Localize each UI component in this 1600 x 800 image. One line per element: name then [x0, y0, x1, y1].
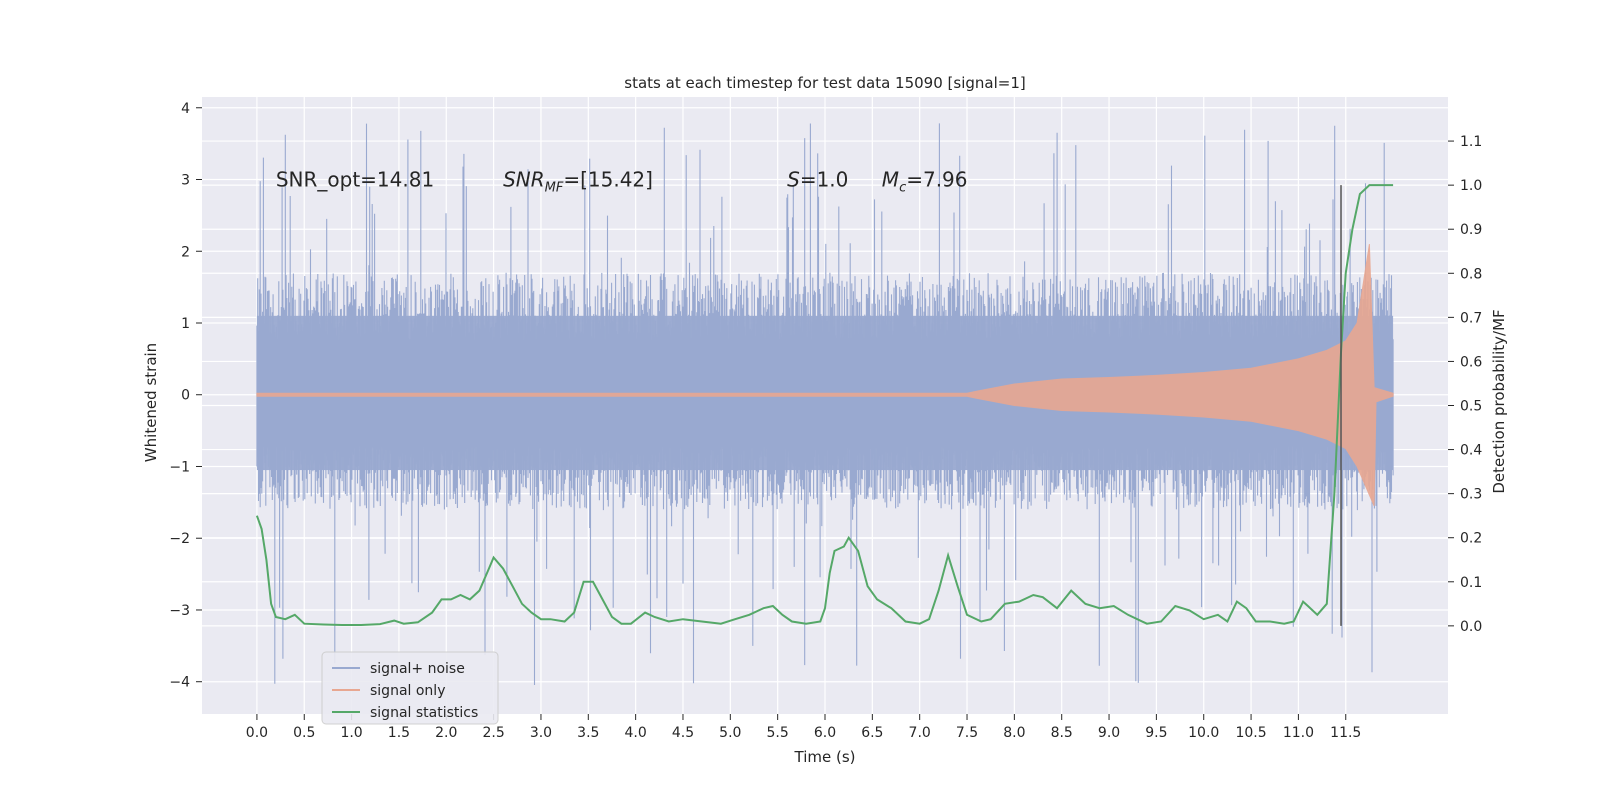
- x-tick-label: 10.5: [1235, 725, 1266, 741]
- y-tick-label: −3: [169, 603, 190, 619]
- x-tick-label: 5.0: [719, 725, 741, 741]
- y2-tick-label: 0.2: [1460, 531, 1482, 547]
- y2-tick-label: 0.5: [1460, 399, 1482, 415]
- x-tick-label: 9.0: [1098, 725, 1120, 741]
- y2-tick-label: 0.7: [1460, 310, 1482, 326]
- legend: signal+ noise signal only signal statistic…: [321, 651, 499, 725]
- series-signal-statistics: [255, 184, 1394, 626]
- x-tick-label: 7.0: [909, 725, 931, 741]
- x-tick-label: 2.5: [482, 725, 504, 741]
- y2-tick-label: 0.3: [1460, 487, 1482, 503]
- x-tick-label: 3.0: [530, 725, 552, 741]
- chart-title: stats at each timestep for test data 150…: [624, 74, 1025, 92]
- x-axis-ticks: 0.0 0.5 1.0 1.5 2.0 2.5 3.0 3.5 4.0 4.5 5.0 5.5 6.0 6…: [246, 714, 1361, 741]
- x-tick-label: 9.5: [1145, 725, 1167, 741]
- legend-box: [321, 651, 499, 725]
- x-tick-label: 0.0: [246, 725, 268, 741]
- x-tick-label: 2.0: [435, 725, 457, 741]
- y-tick-label: 4: [181, 101, 190, 117]
- y2-axis-label: Detection probability/MF: [1490, 309, 1508, 493]
- x-tick-label: 4.0: [625, 725, 647, 741]
- legend-label: signal only: [370, 683, 445, 699]
- x-tick-label: 8.0: [1003, 725, 1025, 741]
- y2-tick-label: 0.8: [1460, 266, 1482, 282]
- y-tick-label: 2: [181, 244, 190, 260]
- x-tick-label: 1.5: [388, 725, 410, 741]
- x-tick-label: 4.5: [672, 725, 694, 741]
- x-axis-label: Time (s): [794, 748, 856, 766]
- y2-tick-label: 0.9: [1460, 222, 1482, 238]
- x-tick-label: 3.5: [577, 725, 599, 741]
- annotation: SNRMF=[15.42]: [503, 168, 653, 196]
- annotation: SNR_opt=14.81: [276, 168, 434, 192]
- x-tick-label: 11.5: [1330, 725, 1361, 741]
- y-axis-ticks: −4 −3 −2 −1 0 1 2 3 4: [169, 101, 202, 691]
- x-tick-label: 1.0: [340, 725, 362, 741]
- y-tick-label: 3: [181, 173, 190, 189]
- x-tick-label: 8.5: [1051, 725, 1073, 741]
- y-tick-label: −2: [169, 531, 190, 547]
- x-tick-label: 5.5: [767, 725, 789, 741]
- y-axis-label: Whitened strain: [142, 343, 160, 462]
- stats-line: [255, 184, 1394, 626]
- x-tick-label: 6.0: [814, 725, 836, 741]
- y-tick-label: 0: [181, 388, 190, 404]
- y-tick-label: 1: [181, 316, 190, 332]
- y2-tick-label: 1.0: [1460, 178, 1482, 194]
- legend-label: signal statistics: [370, 705, 478, 721]
- x-tick-label: 0.5: [293, 725, 315, 741]
- y-tick-label: −1: [169, 459, 190, 475]
- x-tick-label: 10.0: [1188, 725, 1219, 741]
- x-tick-label: 11.0: [1283, 725, 1314, 741]
- y2-tick-label: 0.0: [1460, 619, 1482, 635]
- signal-envelope: [256, 244, 1394, 507]
- y2-axis-ticks: 0.0 0.1 0.2 0.3 0.4 0.5 0.6 0.7 0.8 0.9 1.0 1.1: [1448, 134, 1482, 635]
- y2-tick-label: 0.6: [1460, 354, 1482, 370]
- y2-tick-label: 1.1: [1460, 134, 1482, 150]
- legend-label: signal+ noise: [370, 661, 465, 677]
- annotations: SNR_opt=14.81 SNRMF=[15.42] S=1.0 Mc=7.96: [276, 168, 968, 196]
- annotation: S=1.0: [787, 168, 848, 192]
- y-tick-label: −4: [169, 675, 190, 691]
- series-signal-only: [256, 244, 1394, 507]
- y2-tick-label: 0.1: [1460, 575, 1482, 591]
- annotation: Mc=7.96: [882, 168, 968, 196]
- x-tick-label: 6.5: [861, 725, 883, 741]
- x-tick-label: 7.5: [956, 725, 978, 741]
- y2-tick-label: 0.4: [1460, 443, 1482, 459]
